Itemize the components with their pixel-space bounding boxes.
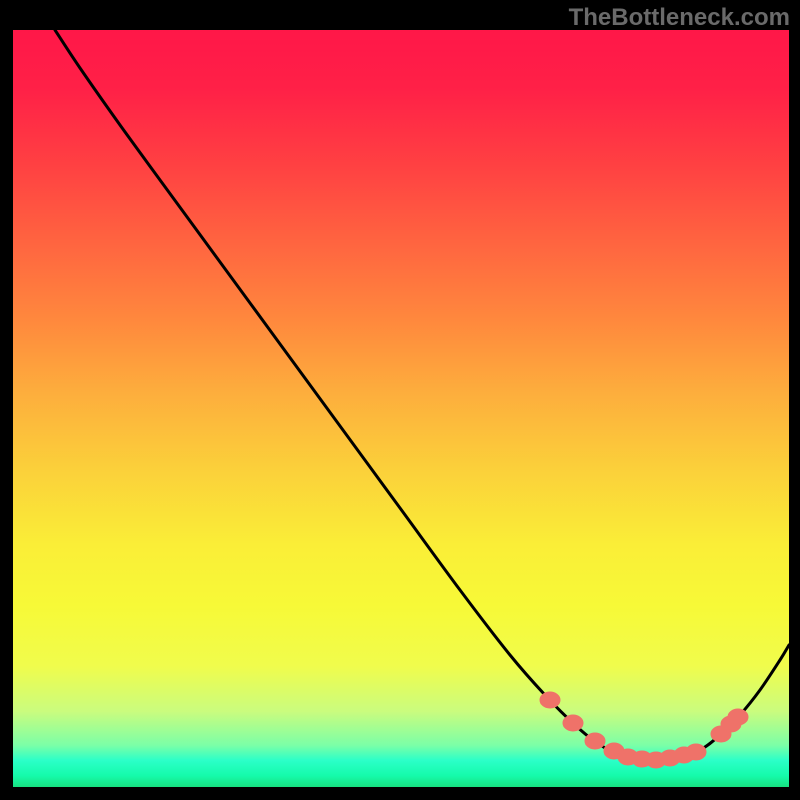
curve-marker — [540, 692, 560, 708]
watermark-text: TheBottleneck.com — [569, 4, 790, 32]
curve-marker — [585, 733, 605, 749]
chart-plot-background — [13, 30, 789, 787]
bottleneck-curve-chart — [0, 0, 800, 800]
curve-marker — [686, 744, 706, 760]
curve-marker — [728, 709, 748, 725]
chart-container: TheBottleneck.com — [0, 0, 800, 800]
curve-marker — [563, 715, 583, 731]
